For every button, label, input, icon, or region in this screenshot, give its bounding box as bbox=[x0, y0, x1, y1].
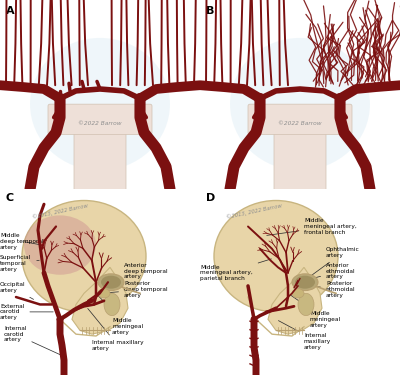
Text: Anterior
ethmoidal
artery: Anterior ethmoidal artery bbox=[301, 263, 356, 282]
Text: External
carotid
artery: External carotid artery bbox=[0, 304, 53, 320]
Text: Anterior
deep temporal
artery: Anterior deep temporal artery bbox=[107, 263, 168, 285]
Ellipse shape bbox=[22, 201, 146, 312]
Ellipse shape bbox=[298, 293, 314, 316]
Ellipse shape bbox=[24, 215, 96, 275]
Text: Internal
carotid
artery: Internal carotid artery bbox=[4, 326, 62, 355]
Text: Ophthalmic
artery: Ophthalmic artery bbox=[294, 247, 360, 288]
Text: Posterior
ethmoidal
artery: Posterior ethmoidal artery bbox=[299, 281, 356, 298]
Text: Occipital
artery: Occipital artery bbox=[0, 282, 34, 299]
Ellipse shape bbox=[104, 293, 120, 316]
Text: D: D bbox=[206, 193, 215, 203]
Ellipse shape bbox=[292, 289, 304, 298]
Text: Middle
meningeal artery,
parietal branch: Middle meningeal artery, parietal branch bbox=[200, 259, 271, 281]
Ellipse shape bbox=[292, 274, 318, 291]
Ellipse shape bbox=[295, 276, 315, 289]
Text: Internal maxillary
artery: Internal maxillary artery bbox=[88, 309, 144, 351]
Text: Middle
deep temporal
artery: Middle deep temporal artery bbox=[0, 233, 44, 250]
Text: ©2022 Barrow: ©2022 Barrow bbox=[78, 121, 122, 126]
Ellipse shape bbox=[56, 316, 64, 322]
Ellipse shape bbox=[98, 274, 124, 291]
Text: ©2013, 2022 Barrow: ©2013, 2022 Barrow bbox=[226, 203, 282, 220]
Polygon shape bbox=[72, 267, 128, 334]
Ellipse shape bbox=[98, 289, 110, 298]
Text: B: B bbox=[206, 6, 214, 16]
Text: A: A bbox=[6, 6, 15, 16]
Text: C: C bbox=[6, 193, 14, 203]
Text: Posterior
deep temporal
artery: Posterior deep temporal artery bbox=[103, 281, 168, 298]
FancyBboxPatch shape bbox=[274, 108, 326, 191]
Ellipse shape bbox=[230, 38, 370, 170]
Polygon shape bbox=[268, 267, 322, 334]
Ellipse shape bbox=[251, 317, 257, 322]
FancyBboxPatch shape bbox=[248, 104, 352, 135]
Text: Internal
maxillary
artery: Internal maxillary artery bbox=[278, 321, 331, 350]
Text: ©2022 Barrow: ©2022 Barrow bbox=[278, 121, 322, 126]
Ellipse shape bbox=[214, 201, 338, 312]
Text: Superficial
temporal
artery: Superficial temporal artery bbox=[0, 255, 39, 272]
Ellipse shape bbox=[101, 276, 121, 289]
Ellipse shape bbox=[30, 38, 170, 170]
FancyBboxPatch shape bbox=[74, 108, 126, 191]
Text: Middle
meningeal
artery: Middle meningeal artery bbox=[290, 295, 341, 328]
Text: Middle
meningeal
artery: Middle meningeal artery bbox=[98, 296, 143, 335]
Text: Middle
meningeal artery,
frontal branch: Middle meningeal artery, frontal branch bbox=[267, 218, 357, 236]
FancyBboxPatch shape bbox=[48, 104, 152, 135]
Text: ©2013, 2022 Barrow: ©2013, 2022 Barrow bbox=[32, 203, 88, 220]
